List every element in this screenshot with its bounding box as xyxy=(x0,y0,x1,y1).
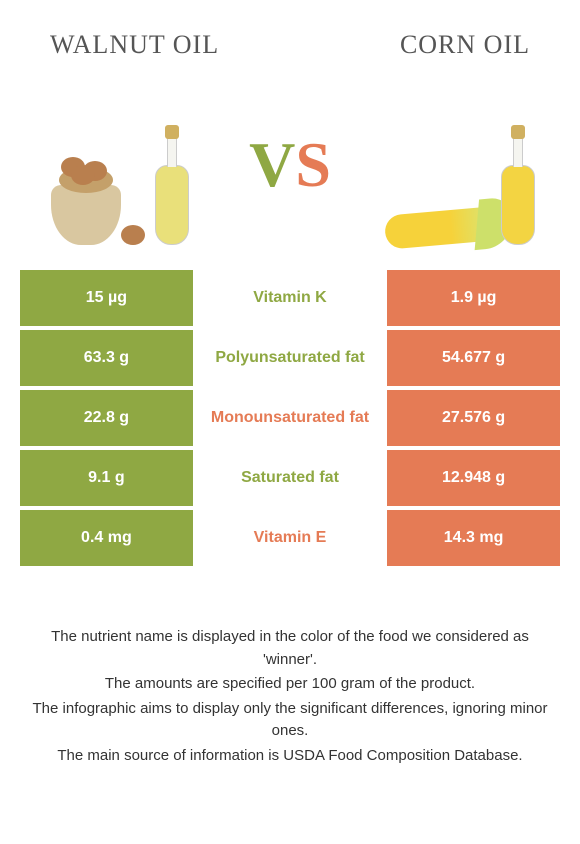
table-row: 15 µgVitamin K1.9 µg xyxy=(20,270,560,326)
cell-right: 1.9 µg xyxy=(387,270,560,326)
bottle-body-right xyxy=(501,165,535,245)
cell-label: Vitamin E xyxy=(193,510,387,566)
cell-label: Monounsaturated fat xyxy=(193,390,387,446)
cell-left: 15 µg xyxy=(20,270,193,326)
title-left: WALNUT OIL xyxy=(50,30,219,60)
footnote-line: The nutrient name is displayed in the co… xyxy=(30,626,550,671)
title-right: CORN OIL xyxy=(400,30,530,60)
table-row: 0.4 mgVitamin E14.3 mg xyxy=(20,510,560,566)
footnote-line: The infographic aims to display only the… xyxy=(30,698,550,743)
cell-right: 27.576 g xyxy=(387,390,560,446)
cell-right: 12.948 g xyxy=(387,450,560,506)
vs-label: VS xyxy=(249,133,331,197)
table-row: 63.3 gPolyunsaturated fat54.677 g xyxy=(20,330,560,386)
cell-right: 54.677 g xyxy=(387,330,560,386)
cell-left: 22.8 g xyxy=(20,390,193,446)
footnote-line: The amounts are specified per 100 gram o… xyxy=(30,673,550,696)
cell-label: Saturated fat xyxy=(193,450,387,506)
footnotes: The nutrient name is displayed in the co… xyxy=(20,626,560,767)
table-row: 9.1 gSaturated fat12.948 g xyxy=(20,450,560,506)
cell-right: 14.3 mg xyxy=(387,510,560,566)
comparison-table: 15 µgVitamin K1.9 µg63.3 gPolyunsaturate… xyxy=(20,270,560,566)
cell-left: 0.4 mg xyxy=(20,510,193,566)
walnut-oil-image xyxy=(30,85,210,245)
image-row: VS xyxy=(20,70,560,270)
title-row: WALNUT OIL CORN OIL xyxy=(20,30,560,70)
cell-left: 9.1 g xyxy=(20,450,193,506)
vs-s: S xyxy=(295,129,331,200)
bottle-body-left xyxy=(155,165,189,245)
corn-oil-image xyxy=(370,85,550,245)
footnote-line: The main source of information is USDA F… xyxy=(30,745,550,768)
table-row: 22.8 gMonounsaturated fat27.576 g xyxy=(20,390,560,446)
vs-v: V xyxy=(249,129,295,200)
cell-label: Vitamin K xyxy=(193,270,387,326)
cell-label: Polyunsaturated fat xyxy=(193,330,387,386)
cell-left: 63.3 g xyxy=(20,330,193,386)
